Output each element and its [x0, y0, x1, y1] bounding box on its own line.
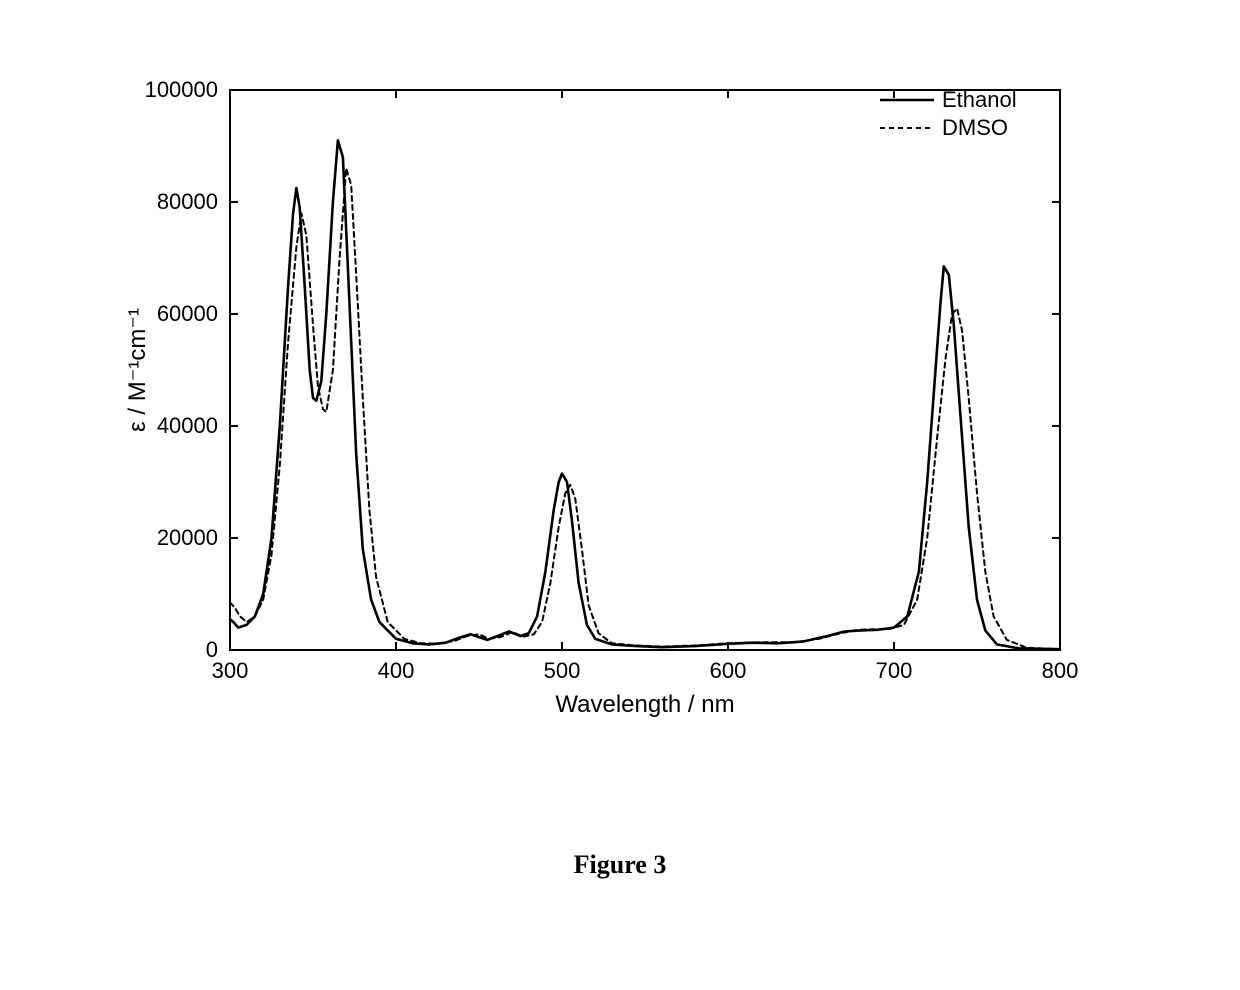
svg-text:40000: 40000: [157, 413, 218, 438]
svg-text:500: 500: [544, 658, 581, 683]
svg-text:60000: 60000: [157, 301, 218, 326]
svg-text:100000: 100000: [145, 77, 218, 102]
svg-text:600: 600: [710, 658, 747, 683]
svg-text:0: 0: [206, 637, 218, 662]
svg-text:ε / M⁻¹cm⁻¹: ε / M⁻¹cm⁻¹: [124, 308, 151, 432]
svg-text:700: 700: [876, 658, 913, 683]
legend-label-dmso: DMSO: [942, 115, 1008, 140]
svg-text:800: 800: [1042, 658, 1079, 683]
svg-text:400: 400: [378, 658, 415, 683]
absorption-spectrum-chart: 3004005006007008000200004000060000800001…: [120, 60, 1120, 740]
series-ethanol: [230, 140, 1060, 649]
svg-text:Wavelength / nm: Wavelength / nm: [555, 691, 734, 718]
legend-label-ethanol: Ethanol: [942, 87, 1017, 112]
figure-caption: Figure 3: [0, 850, 1240, 880]
svg-text:80000: 80000: [157, 189, 218, 214]
svg-text:20000: 20000: [157, 525, 218, 550]
